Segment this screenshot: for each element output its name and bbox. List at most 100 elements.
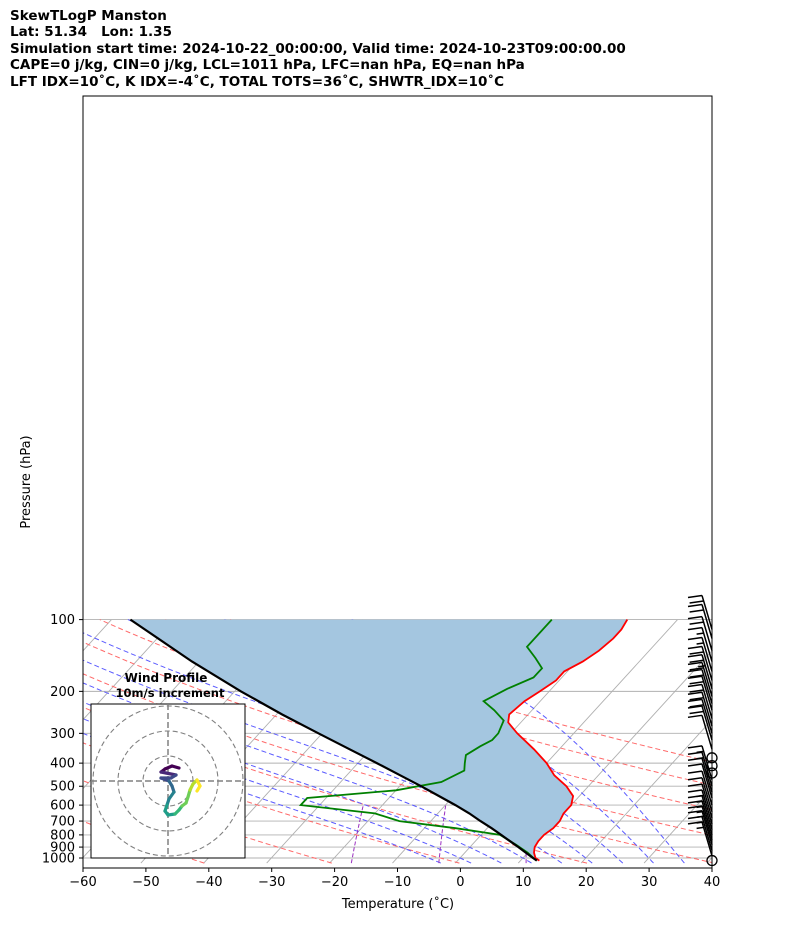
y-tick-label: 600 <box>50 799 75 814</box>
calm-wind-circle <box>706 760 718 772</box>
barb-staff <box>701 763 713 799</box>
calm-wind-circle <box>706 752 718 764</box>
y-tick-label: 200 <box>50 685 75 700</box>
y-tick-label: 100 <box>50 613 75 628</box>
mixing-ratio-line <box>350 804 364 864</box>
barb-flag <box>687 770 703 774</box>
barb-flag <box>687 675 703 679</box>
moist-adiabat <box>83 632 593 864</box>
wind-barb <box>687 777 713 813</box>
x-tick-label: 0 <box>456 875 464 890</box>
barb-flag <box>687 705 703 709</box>
wind-barb <box>687 698 713 734</box>
barb-staff <box>701 810 713 845</box>
barb-half-flag <box>696 642 704 645</box>
y-axis-label: Pressure (hPa) <box>19 435 34 528</box>
moist-adiabat <box>351 619 685 864</box>
x-tick-label: −10 <box>384 875 411 890</box>
barb-staff <box>701 637 713 672</box>
barb-half-flag <box>696 815 704 819</box>
barb-flag <box>689 667 704 671</box>
barb-flag <box>689 651 704 655</box>
barb-flag <box>687 783 703 787</box>
y-tick-label: 700 <box>50 815 75 830</box>
inset-subtitle: 10m/s increment <box>116 686 225 700</box>
wind-barbs <box>687 594 718 867</box>
y-tick-label: 400 <box>50 757 75 772</box>
barb-staff <box>701 684 713 719</box>
y-tick-label: 500 <box>50 780 75 795</box>
barb-flag <box>687 654 703 658</box>
wind-barb <box>687 705 713 741</box>
barb-flag <box>687 668 703 673</box>
x-axis-label: Temperature (˚C) <box>341 896 454 912</box>
wind-barb <box>687 626 713 662</box>
barb-half-flag <box>696 826 704 830</box>
parcel_profile-line <box>129 618 538 862</box>
barb-flag <box>689 659 704 663</box>
barb-flag <box>687 594 703 599</box>
isotherm <box>706 856 712 864</box>
isotherm <box>643 787 712 864</box>
wind-profile-inset: Wind Profile 10m/s increment <box>90 671 246 859</box>
barb-staff <box>701 662 713 697</box>
barb-flag <box>689 704 704 708</box>
barb-staff <box>701 654 713 689</box>
isotherm <box>83 619 175 721</box>
isotherm <box>580 719 712 864</box>
moist-adiabat <box>83 718 472 864</box>
chart-title: SkewTLogP Manston <box>10 8 167 24</box>
barb-flag <box>687 810 703 814</box>
barb-flag <box>687 698 703 703</box>
barb-flag <box>687 603 703 608</box>
barb-flag <box>689 621 704 625</box>
time-line: Simulation start time: 2024-10-22_00:00:… <box>10 40 626 57</box>
barb-flag <box>689 710 704 715</box>
barb-flag <box>687 789 703 793</box>
barb-flag <box>689 689 704 693</box>
barb-staff <box>701 789 713 825</box>
barb-staff <box>701 705 713 741</box>
barb-half-flag <box>698 665 706 668</box>
isotherm <box>770 620 794 863</box>
barb-staff <box>701 669 713 704</box>
barb-flag <box>687 777 703 781</box>
wind-barb <box>687 763 713 799</box>
wind-barb <box>687 654 713 689</box>
barb-staff <box>701 752 713 787</box>
barb-flag <box>687 683 703 688</box>
barb-flag <box>689 680 704 685</box>
y-tick-label: 1000 <box>42 852 75 867</box>
barb-half-flag <box>696 756 704 760</box>
barb-flag <box>687 626 703 631</box>
wind-barb <box>687 745 713 781</box>
barb-staff <box>701 800 713 836</box>
y-tick-label: 900 <box>50 841 75 856</box>
barb-staff <box>701 795 713 830</box>
barb-flag <box>687 615 703 620</box>
barb-half-flag <box>696 800 704 803</box>
barb-flag <box>689 600 704 604</box>
barb-flag <box>689 609 704 613</box>
barb-half-flag <box>696 794 704 798</box>
sounding-lines <box>129 618 629 862</box>
cin-shading <box>130 619 628 861</box>
x-tick-label: 30 <box>641 875 658 890</box>
calm-wind-circle <box>706 767 718 779</box>
y-tick-label: 800 <box>50 828 75 843</box>
x-tick-label: −20 <box>321 875 348 890</box>
moist-adiabat <box>83 701 502 864</box>
wind-barb <box>687 714 713 750</box>
barb-staff <box>701 616 713 651</box>
wind-barb <box>687 636 713 672</box>
barb-flag <box>689 696 704 701</box>
isotherm <box>0 620 49 863</box>
barb-staff <box>701 783 713 819</box>
x-tick-label: −60 <box>69 875 96 890</box>
x-tick-label: −40 <box>195 875 222 890</box>
barb-staff <box>701 604 713 639</box>
barb-half-flag <box>696 805 704 809</box>
barb-flag <box>687 636 703 641</box>
temperature-line <box>507 619 629 862</box>
